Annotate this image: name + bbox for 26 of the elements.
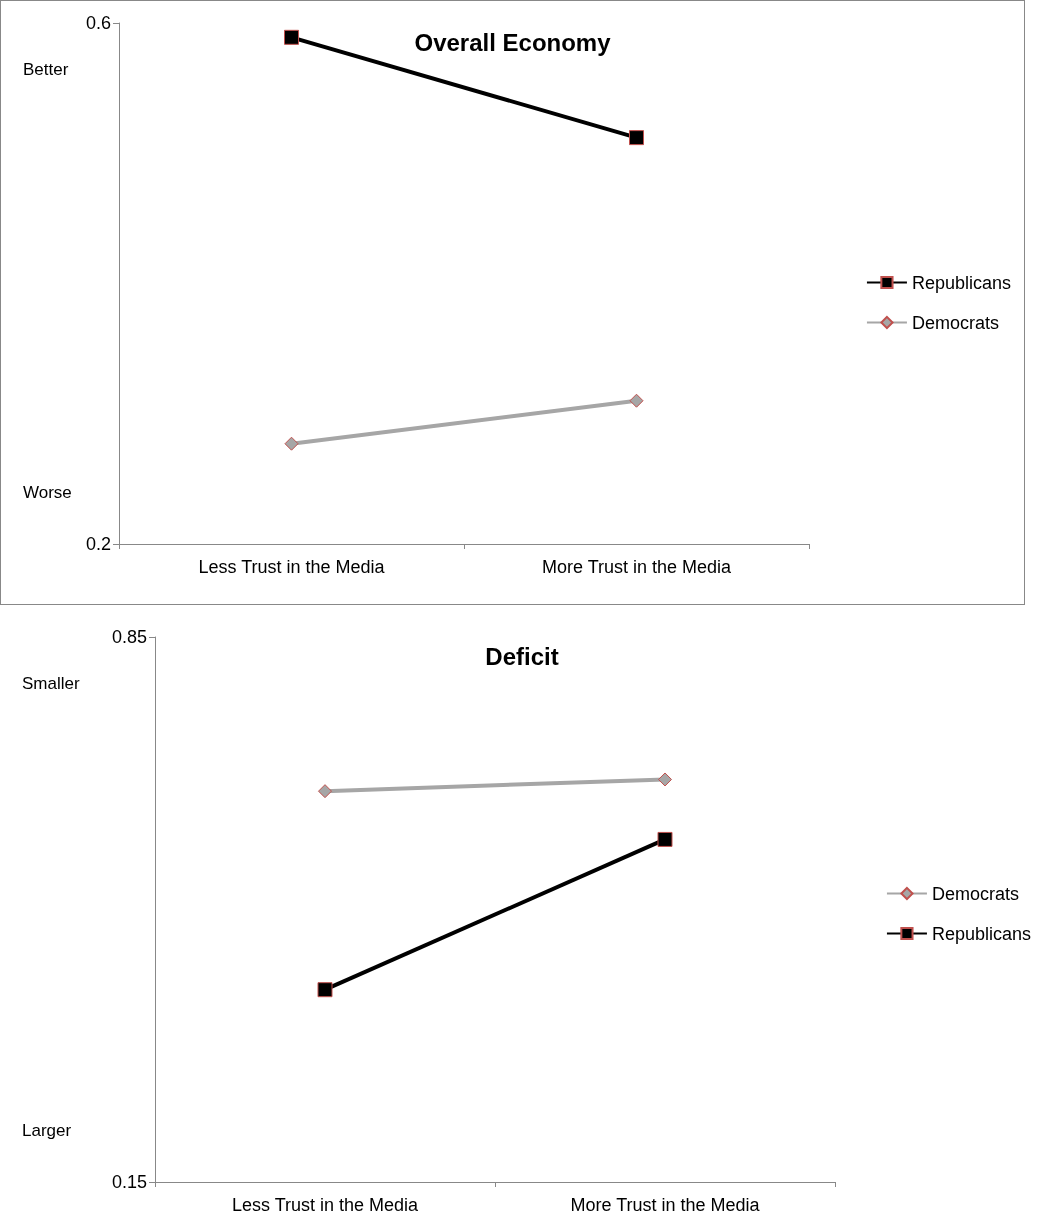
point <box>629 130 644 146</box>
x-tick-label: More Trust in the Media <box>541 557 733 577</box>
legend-label: Democrats <box>911 312 999 333</box>
legend-label: Republicans <box>931 923 1031 944</box>
text: Better <box>23 60 69 79</box>
point <box>317 982 333 998</box>
text: Worse <box>23 483 72 502</box>
x-tick-label: Less Trust in the Media <box>231 1195 420 1215</box>
point <box>284 29 299 45</box>
point <box>658 772 672 787</box>
x-tick-label: More Trust in the Media <box>570 1195 761 1215</box>
legend-label: Republicans <box>911 272 1011 293</box>
point <box>629 393 644 408</box>
chart-title: Overall Economy <box>414 28 612 56</box>
y-tick-label: 0.85 <box>111 627 147 647</box>
text: Larger <box>22 1121 72 1140</box>
point <box>284 436 299 451</box>
y-tick-label: 0.2 <box>85 534 111 554</box>
point <box>657 831 673 847</box>
y-tick-label: 0.6 <box>85 13 111 33</box>
chart-title: Deficit <box>485 642 559 670</box>
x-tick-label: Less Trust in the Media <box>198 557 386 577</box>
legend-label: Democrats <box>931 883 1019 904</box>
point <box>318 784 332 799</box>
text: Smaller <box>22 674 80 693</box>
y-tick-label: 0.15 <box>111 1172 147 1192</box>
